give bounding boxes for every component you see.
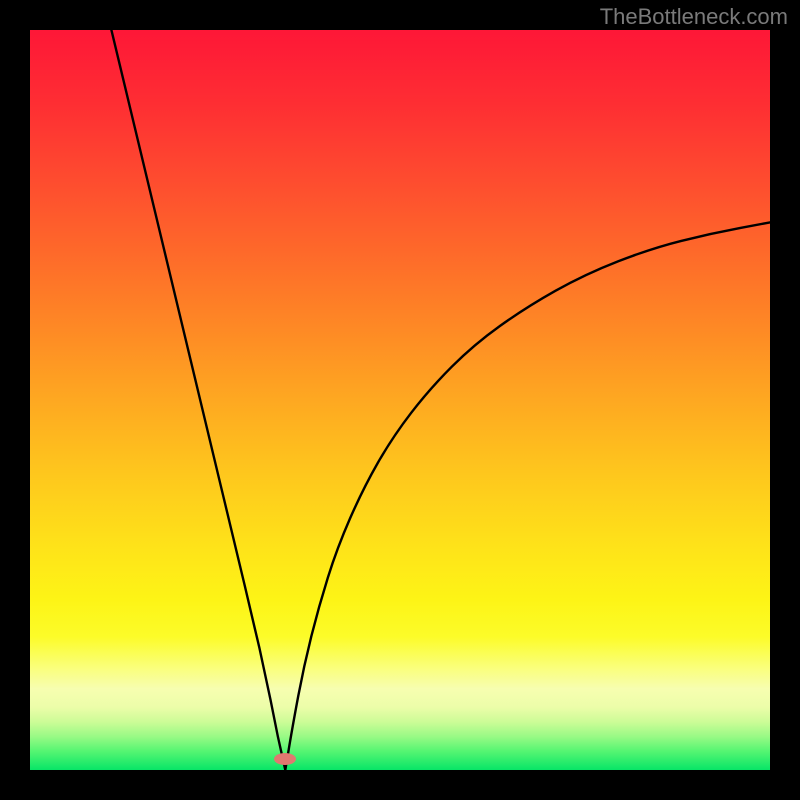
- plot-area: [30, 30, 770, 770]
- watermark-text: TheBottleneck.com: [600, 4, 788, 30]
- optimum-marker: [274, 753, 296, 765]
- bottleneck-curve: [30, 30, 770, 770]
